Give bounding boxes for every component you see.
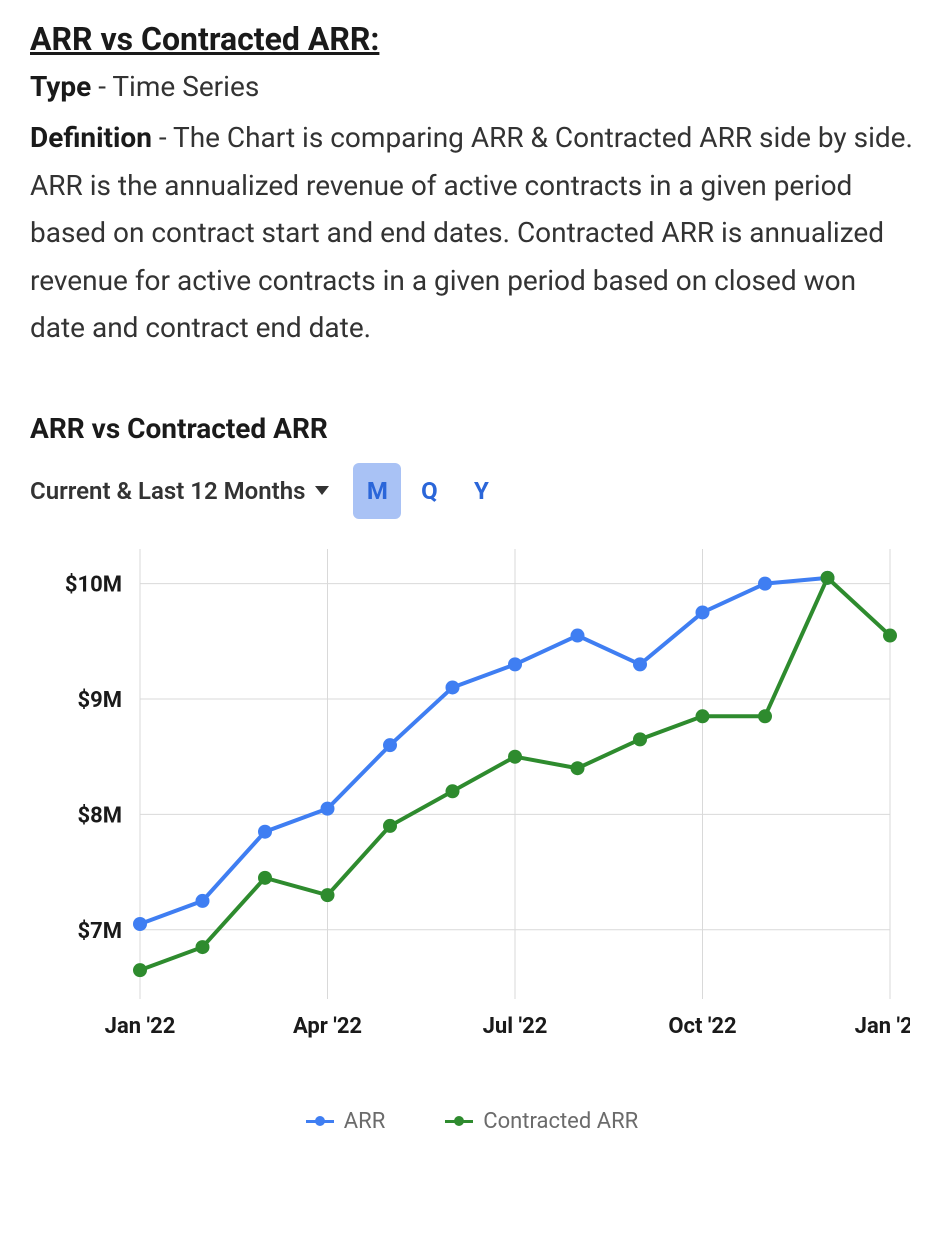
series-line (140, 578, 828, 924)
y-tick-label: $8M (77, 803, 122, 828)
series-point[interactable] (258, 871, 272, 885)
series-point[interactable] (508, 657, 522, 671)
period-selector[interactable]: Current & Last 12 Months (30, 477, 329, 505)
y-tick-label: $9M (77, 688, 122, 713)
page-title: ARR vs Contracted ARR: (30, 20, 914, 58)
x-tick-label: Apr '22 (293, 1014, 362, 1039)
series-point[interactable] (258, 825, 272, 839)
type-label: Type (30, 70, 91, 103)
x-tick-label: Jul '22 (483, 1014, 548, 1039)
legend-item[interactable]: Contracted ARR (445, 1109, 638, 1134)
legend-swatch (306, 1115, 334, 1127)
line-chart: $7M $8M $9M $10M Jan '22 Apr '22 Jul '22 Oct '2… (30, 539, 910, 1059)
period-selector-label: Current & Last 12 Months (30, 477, 305, 505)
series-point[interactable] (321, 802, 335, 816)
series-point[interactable] (133, 963, 147, 977)
legend-item[interactable]: ARR (306, 1109, 385, 1134)
series-point[interactable] (883, 629, 897, 643)
x-tick-label: Jan '23 (855, 1014, 910, 1039)
chart-title: ARR vs Contracted ARR (30, 412, 914, 445)
x-tick-label: Jan '22 (105, 1014, 176, 1039)
y-tick-label: $7M (77, 919, 122, 944)
series-point[interactable] (633, 657, 647, 671)
type-dash: - (98, 70, 112, 103)
series-point[interactable] (446, 784, 460, 798)
series-point[interactable] (758, 577, 772, 591)
series-point[interactable] (821, 571, 835, 585)
chart-container: $7M $8M $9M $10M Jan '22 Apr '22 Jul '22 Oct '2… (30, 539, 910, 1099)
y-tick-label: $10M (65, 573, 122, 598)
series-point[interactable] (321, 888, 335, 902)
series-point[interactable] (508, 750, 522, 764)
granularity-q-button[interactable]: Q (405, 463, 453, 519)
series-point[interactable] (446, 680, 460, 694)
series-point[interactable] (571, 629, 585, 643)
series-point[interactable] (383, 819, 397, 833)
legend-label: Contracted ARR (483, 1109, 638, 1134)
chart-legend: ARR Contracted ARR (30, 1109, 914, 1134)
series-point[interactable] (633, 732, 647, 746)
series-point[interactable] (383, 738, 397, 752)
series-point[interactable] (133, 917, 147, 931)
series-point[interactable] (571, 761, 585, 775)
granularity-m-button[interactable]: M (353, 463, 401, 519)
legend-swatch (445, 1115, 473, 1127)
series-point[interactable] (696, 709, 710, 723)
type-value: Time Series (112, 70, 259, 103)
granularity-y-button[interactable]: Y (457, 463, 505, 519)
definition-dash: - (159, 121, 173, 154)
legend-label: ARR (344, 1109, 385, 1134)
definition-row: Definition - The Chart is comparing ARR … (30, 114, 914, 352)
type-row: Type - Time Series (30, 66, 914, 108)
granularity-toggle: MQY (353, 463, 505, 519)
series-point[interactable] (196, 940, 210, 954)
definition-value: The Chart is comparing ARR & Contracted … (30, 121, 913, 344)
x-tick-label: Oct '22 (668, 1014, 736, 1039)
series-point[interactable] (196, 894, 210, 908)
series-point[interactable] (696, 605, 710, 619)
series-point[interactable] (758, 709, 772, 723)
chart-controls: Current & Last 12 Months MQY (30, 463, 914, 519)
chevron-down-icon (315, 486, 329, 495)
definition-label: Definition (30, 121, 152, 154)
